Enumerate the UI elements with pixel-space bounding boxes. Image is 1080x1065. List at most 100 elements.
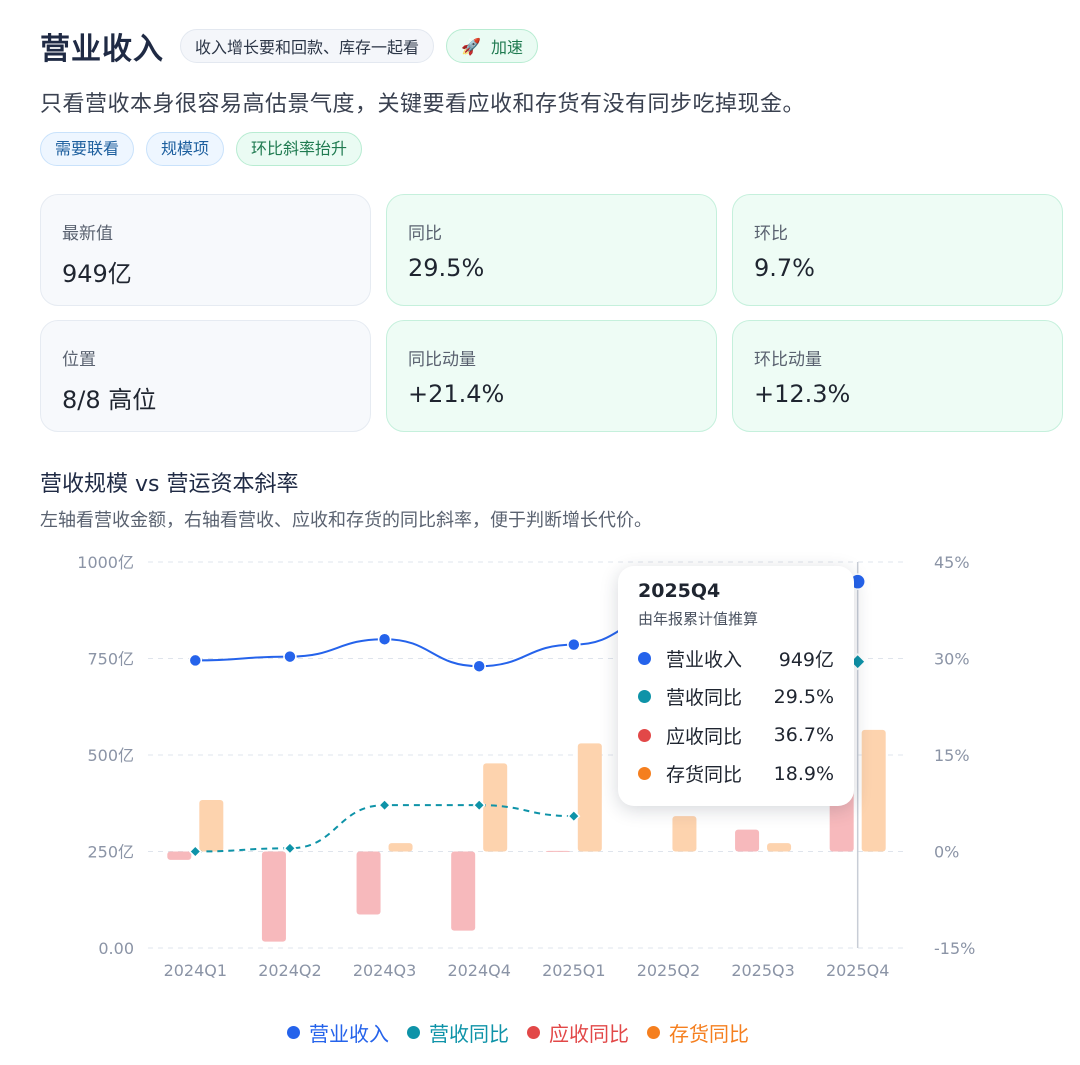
- metric-card-latest: 最新值 949亿: [40, 194, 371, 306]
- metric-value: 8/8 高位: [62, 386, 157, 414]
- receivable-yoy-bar: [167, 851, 192, 860]
- context-badge: 收入增长要和回款、库存一起看: [180, 29, 435, 63]
- revenue-point: [377, 632, 392, 646]
- tag-list: 需要联看 规模项 环比斜率抬升: [40, 132, 363, 166]
- revenue-yoy-point: [188, 844, 202, 859]
- legend-dot-icon: [527, 1026, 540, 1039]
- revenue-yoy-line: [195, 804, 574, 853]
- legend-dot-icon: [407, 1026, 420, 1039]
- receivable-yoy-bar: [451, 851, 476, 931]
- receivable-yoy-bar: [735, 829, 760, 852]
- metric-value: 9.7%: [754, 254, 815, 282]
- metric-value: +21.4%: [408, 380, 505, 408]
- metric-card-position: 位置 8/8 高位: [40, 320, 371, 432]
- legend-item-revenue[interactable]: 营业收入: [287, 1018, 389, 1047]
- y-left-tick-label: 750亿: [87, 650, 134, 669]
- legend-label: 营收同比: [429, 1022, 509, 1046]
- x-tick-label: 2024Q1: [164, 961, 228, 980]
- tooltip-row-name: 存货同比: [666, 764, 743, 787]
- receivable-yoy-dot-icon: [638, 728, 651, 742]
- revenue-yoy-point: [567, 809, 581, 823]
- revenue-point: [567, 637, 581, 652]
- revenue-yoy-point: [472, 798, 486, 812]
- legend-dot-icon: [287, 1026, 300, 1039]
- revenue-yoy-point: [283, 841, 297, 855]
- tooltip-row-value: 949亿: [778, 648, 834, 671]
- legend-label: 营业收入: [309, 1022, 389, 1046]
- tooltip-row-name: 营收同比: [666, 687, 743, 710]
- x-tick-label: 2024Q2: [258, 961, 322, 980]
- tooltip-row: 应收同比 36.7%: [638, 716, 834, 755]
- metric-value: 29.5%: [408, 254, 485, 282]
- tooltip-row: 营收同比 29.5%: [638, 678, 834, 717]
- tooltip-row-value: 29.5%: [773, 685, 834, 708]
- x-tick-label: 2025Q3: [731, 961, 795, 980]
- x-tick-label: 2025Q1: [542, 961, 606, 980]
- status-label: 加速: [490, 38, 523, 57]
- metric-card-yoy: 同比 29.5%: [386, 194, 717, 306]
- inventory-yoy-bar: [483, 763, 508, 852]
- inventory-yoy-bar: [388, 843, 413, 852]
- inventory-yoy-bar: [672, 816, 697, 852]
- revenue-yoy-point: [378, 798, 392, 812]
- tooltip-row-value: 36.7%: [773, 724, 834, 747]
- chart-legend: 营业收入 营收同比 应收同比 存货同比: [0, 1018, 1036, 1047]
- y-right-tick-label: 0%: [934, 843, 959, 862]
- inventory-yoy-bar: [199, 800, 224, 852]
- page-subtitle: 只看营收本身很容易高估景气度，关键要看应收和存货有没有同步吃掉现金。: [40, 92, 806, 117]
- y-left-tick-label: 0.00: [98, 939, 134, 958]
- y-right-tick-label: 15%: [934, 746, 970, 765]
- x-tick-label: 2025Q4: [826, 961, 890, 980]
- tooltip-row: 存货同比 18.9%: [638, 755, 834, 794]
- inventory-yoy-bar: [767, 843, 792, 852]
- status-badge: 🚀 加速: [446, 29, 538, 63]
- header: 营业收入 收入增长要和回款、库存一起看 🚀 加速: [40, 24, 538, 68]
- tag-qoq-slope: 环比斜率抬升: [236, 132, 363, 166]
- metric-label: 位置: [62, 350, 96, 370]
- receivable-yoy-bar: [356, 851, 381, 915]
- y-right-tick-label: 45%: [934, 553, 970, 572]
- inventory-yoy-dot-icon: [638, 767, 651, 781]
- metric-label: 最新值: [62, 224, 113, 244]
- metric-label: 同比: [408, 224, 442, 244]
- y-left-tick-label: 250亿: [87, 843, 134, 862]
- metric-label: 环比: [754, 224, 788, 244]
- tooltip-row-name: 营业收入: [666, 648, 743, 671]
- y-right-tick-label: 30%: [934, 650, 970, 669]
- revenue-chart[interactable]: 0.00 250亿 500亿 750亿 1000亿 -15% 0% 15% 30% 45% 2024…: [0, 540, 1080, 1010]
- legend-label: 存货同比: [669, 1022, 749, 1046]
- receivable-yoy-bar: [261, 851, 286, 942]
- legend-item-inventory-yoy[interactable]: 存货同比: [647, 1018, 749, 1047]
- tag-linked-view: 需要联看: [40, 132, 135, 166]
- revenue-point: [188, 653, 203, 668]
- y-left-tick-label: 500亿: [87, 746, 134, 765]
- y-left-tick-label: 1000亿: [77, 553, 134, 572]
- metric-card-qoq-momentum: 环比动量 +12.3%: [732, 320, 1063, 432]
- tooltip-row-name: 应收同比: [666, 725, 743, 748]
- legend-item-revenue-yoy[interactable]: 营收同比: [407, 1018, 509, 1047]
- revenue-point: [283, 649, 297, 664]
- inventory-yoy-bar: [577, 743, 602, 852]
- revenue-dot-icon: [638, 651, 651, 665]
- tooltip-row-value: 18.9%: [773, 762, 834, 785]
- tooltip-title: 2025Q4: [638, 580, 721, 602]
- x-tick-label: 2024Q3: [353, 961, 417, 980]
- revenue-yoy-dot-icon: [638, 690, 651, 704]
- x-tick-label: 2025Q2: [637, 961, 701, 980]
- y-right-tick-label: -15%: [934, 939, 975, 958]
- chart-section-title: 营收规模 vs 营运资本斜率: [40, 472, 299, 497]
- inventory-yoy-bar: [861, 729, 886, 852]
- metric-card-yoy-momentum: 同比动量 +21.4%: [386, 320, 717, 432]
- tag-scale-item: 规模项: [146, 132, 225, 166]
- legend-item-receivable-yoy[interactable]: 应收同比: [527, 1018, 629, 1047]
- tooltip-subtitle: 由年报累计值推算: [638, 610, 759, 628]
- revenue-point: [472, 659, 486, 673]
- metric-cards: 最新值 949亿 同比 29.5% 环比 9.7% 位置 8/8 高位 同比动量…: [40, 194, 1063, 432]
- chart-section-desc: 左轴看营收金额，右轴看营收、应收和存货的同比斜率，便于判断增长代价。: [40, 510, 652, 531]
- page-title: 营业收入: [40, 32, 164, 67]
- metric-value: 949亿: [62, 260, 132, 288]
- receivable-yoy-bar: [545, 850, 570, 852]
- legend-dot-icon: [647, 1026, 660, 1039]
- rocket-icon: 🚀: [461, 36, 481, 56]
- metric-card-qoq: 环比 9.7%: [732, 194, 1063, 306]
